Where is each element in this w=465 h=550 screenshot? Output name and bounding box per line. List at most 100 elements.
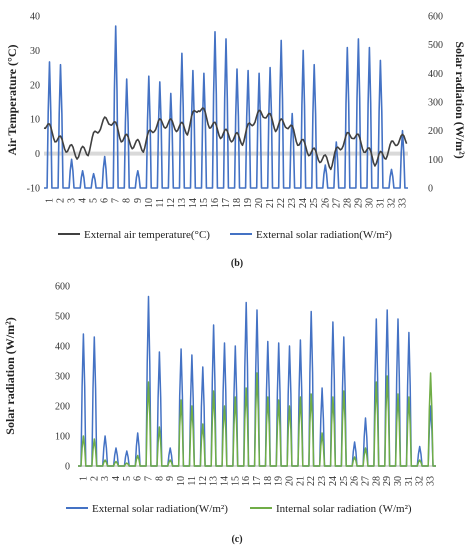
b-ytick-2: 20 xyxy=(30,80,40,91)
c-xtick-27: 27 xyxy=(360,476,371,486)
chart-c-panel-label: (c) xyxy=(231,534,242,545)
b-xtick-30: 30 xyxy=(364,198,375,208)
c-xtick-23: 23 xyxy=(317,476,328,486)
c-xtick-18: 18 xyxy=(263,476,274,486)
chart-b-series xyxy=(43,25,408,189)
b-xtick-11: 11 xyxy=(155,198,166,208)
b-xtick-28: 28 xyxy=(342,198,353,208)
c-xtick-10: 10 xyxy=(176,476,187,486)
b-xtick-21: 21 xyxy=(265,198,276,208)
legend-label-ext-solar: External solar radiation(W/m²) xyxy=(256,229,392,241)
c-ytick-6: 0 xyxy=(65,462,70,473)
b-y2tick-4: 200 xyxy=(428,126,443,137)
c-ytick-1: 500 xyxy=(55,312,70,323)
chart-c-y-ticks: 600 500 400 300 200 100 0 xyxy=(55,282,70,473)
c-xtick-16: 16 xyxy=(241,476,252,486)
c-xtick-9: 9 xyxy=(165,476,176,481)
chart-b-x-ticks: 1 2 3 4 5 6 7 8 9 10 11 12 13 14 15 16 17 18 19 20 21 22 23 24 2… xyxy=(45,198,409,208)
chart-c-series xyxy=(78,295,436,467)
c-xtick-2: 2 xyxy=(89,476,100,481)
c-ytick-3: 300 xyxy=(55,372,70,383)
b-xtick-6: 6 xyxy=(100,198,111,203)
c-xtick-6: 6 xyxy=(133,476,144,481)
c-xtick-12: 12 xyxy=(198,476,209,486)
c-xtick-4: 4 xyxy=(111,476,122,481)
chart-c: Solar radiation (W/m²) 60050040030020010… xyxy=(3,282,437,546)
legend-label-air-temp: External air temperature(°C) xyxy=(84,229,210,241)
b-zero-band xyxy=(44,151,408,156)
b-y2tick-6: 0 xyxy=(428,184,433,195)
c-xtick-15: 15 xyxy=(230,476,241,486)
b-ytick-0: 40 xyxy=(30,12,40,23)
b-xtick-7: 7 xyxy=(111,198,122,203)
b-xtick-31: 31 xyxy=(375,198,386,208)
c-xtick-24: 24 xyxy=(328,476,339,486)
b-xtick-15: 15 xyxy=(199,198,210,208)
b-xtick-3: 3 xyxy=(67,198,78,203)
c-series-ext-solar xyxy=(78,295,436,467)
b-xtick-24: 24 xyxy=(298,198,309,208)
c-xtick-28: 28 xyxy=(371,476,382,486)
b-xtick-10: 10 xyxy=(144,198,155,208)
c-xtick-11: 11 xyxy=(187,476,198,486)
chart-b-legend: External air temperature(°C) External so… xyxy=(58,229,392,241)
b-xtick-18: 18 xyxy=(232,198,243,208)
legend-label-c-int-solar: Internal solar radiation (W/m²) xyxy=(276,503,412,515)
b-ytick-1: 30 xyxy=(30,46,40,57)
b-xtick-33: 33 xyxy=(397,198,408,208)
b-y2tick-2: 400 xyxy=(428,69,443,80)
b-xtick-22: 22 xyxy=(276,198,287,208)
b-xtick-1: 1 xyxy=(45,198,56,203)
b-xtick-9: 9 xyxy=(133,198,144,203)
b-ytick-4: 0 xyxy=(35,149,40,160)
c-xtick-8: 8 xyxy=(154,476,165,481)
b-xtick-16: 16 xyxy=(210,198,221,208)
b-y2tick-5: 100 xyxy=(428,155,443,166)
b-xtick-19: 19 xyxy=(243,198,254,208)
c-xtick-17: 17 xyxy=(252,476,263,486)
b-y2tick-0: 600 xyxy=(428,12,443,23)
b-series-air-temp xyxy=(43,107,408,171)
chart-b-panel-label: (b) xyxy=(231,258,243,269)
c-xtick-13: 13 xyxy=(209,476,220,486)
chart-b: Air Temperature (°C) Solar radiation (W/… xyxy=(5,12,465,270)
b-y2tick-3: 300 xyxy=(428,98,443,109)
b-xtick-26: 26 xyxy=(320,198,331,208)
b-xtick-13: 13 xyxy=(177,198,188,208)
legend-label-c-ext-solar: External solar radiation(W/m²) xyxy=(92,503,228,515)
b-ytick-3: 10 xyxy=(30,115,40,126)
b-xtick-29: 29 xyxy=(353,198,364,208)
c-ytick-2: 400 xyxy=(55,342,70,353)
b-xtick-2: 2 xyxy=(56,198,67,203)
chart-c-ylabel: Solar radiation (W/m²) xyxy=(3,317,17,434)
b-xtick-25: 25 xyxy=(309,198,320,208)
c-xtick-33: 33 xyxy=(426,476,437,486)
c-ytick-4: 200 xyxy=(55,402,70,413)
c-xtick-29: 29 xyxy=(382,476,393,486)
c-xtick-20: 20 xyxy=(285,476,296,486)
b-ytick-5: -10 xyxy=(27,184,40,195)
b-xtick-17: 17 xyxy=(221,198,232,208)
b-xtick-27: 27 xyxy=(331,198,342,208)
chart-c-legend: External solar radiation(W/m²) Internal … xyxy=(66,503,412,515)
chart-c-x-ticks: 1 2 3 4 5 6 7 8 9 10 11 12 13 14 15 16 17 18 19 20 21 22 23 24 2… xyxy=(78,476,436,486)
c-xtick-32: 32 xyxy=(415,476,426,486)
c-xtick-21: 21 xyxy=(295,476,306,486)
c-xtick-7: 7 xyxy=(144,476,155,481)
b-xtick-12: 12 xyxy=(166,198,177,208)
c-xtick-14: 14 xyxy=(219,476,230,486)
b-xtick-23: 23 xyxy=(287,198,298,208)
c-xtick-3: 3 xyxy=(100,476,111,481)
b-xtick-20: 20 xyxy=(254,198,265,208)
c-xtick-26: 26 xyxy=(350,476,361,486)
b-y2tick-1: 500 xyxy=(428,40,443,51)
c-xtick-19: 19 xyxy=(274,476,285,486)
c-xtick-30: 30 xyxy=(393,476,404,486)
c-ytick-0: 600 xyxy=(55,282,70,293)
b-xtick-4: 4 xyxy=(78,198,89,203)
b-xtick-5: 5 xyxy=(89,198,100,203)
chart-b-y2label: Solar radiation (W/m²) xyxy=(453,41,465,158)
c-xtick-22: 22 xyxy=(306,476,317,486)
c-ytick-5: 100 xyxy=(55,432,70,443)
